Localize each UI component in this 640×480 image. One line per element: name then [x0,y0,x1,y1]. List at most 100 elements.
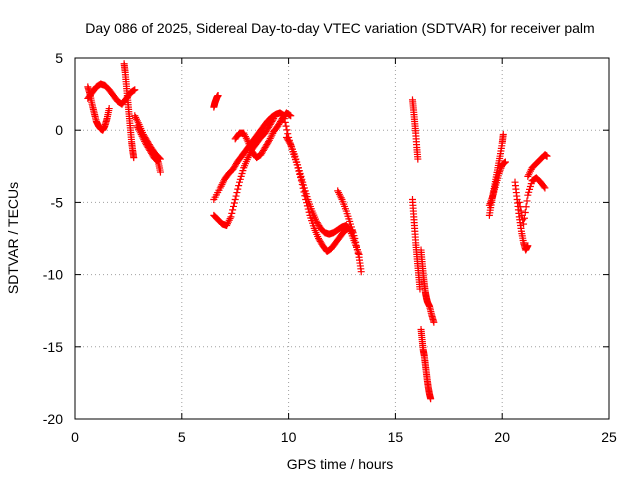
plot-frame [74,57,610,420]
x-tick-label: 20 [494,429,510,445]
data-point [501,158,509,166]
data-point [427,395,435,403]
x-tick-label: 0 [71,429,79,445]
data-point [334,187,342,195]
x-tick-label: 15 [388,429,404,445]
data-point [224,220,232,228]
y-tick-label: -5 [51,194,64,210]
data-point [240,129,248,137]
data-point [515,198,523,206]
y-axis-title: SDTVAR / TECUs [5,182,21,294]
series-track-p [417,325,435,403]
data-point [105,105,113,113]
data-point [496,166,504,174]
data-point [241,133,249,141]
data-point [231,196,239,204]
series-track-e [133,122,164,176]
data-point [287,112,295,120]
data-point [156,168,164,176]
data-point [430,318,438,326]
data-point [219,179,227,187]
series-track-i [231,109,295,162]
data-point [227,213,235,221]
data-point [286,139,294,147]
data-point [485,201,493,209]
data-point [495,170,503,178]
data-point [224,218,232,226]
data-point [134,124,142,132]
data-point [140,136,148,144]
data-point [241,131,249,139]
data-point [525,171,533,179]
data-point [488,194,496,202]
data-point [337,194,345,202]
data-point [214,92,222,100]
data-point [141,137,149,145]
data-point [153,156,161,164]
data-point [499,131,507,139]
y-tick-label: -10 [43,267,63,283]
data-point [217,182,225,190]
data-point [234,185,242,193]
series-track-k [282,133,363,258]
data-point [229,206,237,214]
data-point [136,129,144,137]
data-point [335,190,343,198]
data-point [232,192,240,200]
data-point [353,242,361,250]
y-tick-label: -20 [43,411,63,427]
data-point [336,192,344,200]
data-point [229,202,237,210]
data-point [130,154,138,162]
data-point [414,155,422,163]
data-point [225,216,233,224]
series-track-c [120,60,138,162]
series-track-f [210,92,222,111]
data-point [335,189,343,197]
data-point [517,207,525,215]
data-point [351,235,359,242]
series-track-o [417,246,438,326]
data-point [243,136,251,144]
data-point [135,125,143,133]
data-point [543,152,551,160]
series-track-t [515,174,549,228]
data-point [354,250,362,258]
data-point [487,198,495,206]
data-point [223,222,231,230]
data-point [133,115,141,123]
data-point [267,133,275,141]
data-point [486,200,494,208]
y-tick-label: 0 [55,122,63,138]
series-track-r [485,158,509,209]
x-tick-label: 25 [601,429,617,445]
data-point [520,214,528,222]
data-point [524,242,532,250]
grid [75,58,609,419]
chart-title: Day 086 of 2025, Sidereal Day-to-day VTE… [85,20,594,36]
data-point [524,172,532,180]
data-point [523,197,531,205]
data-point [497,164,505,172]
data-point [283,126,291,134]
data-point [131,112,139,120]
x-axis-title: GPS time / hours [287,456,394,472]
data-point [138,132,146,140]
y-tick-label: 5 [55,50,63,66]
data-point [526,167,534,175]
data-point [265,136,273,144]
data-point [228,209,236,217]
data-point [132,113,140,121]
data-point [139,134,147,142]
series-track-m [408,96,422,163]
data-point [136,127,144,135]
data-point [516,203,524,211]
series-track-j [280,115,357,255]
series-track-u [524,151,551,180]
data-point [245,152,253,160]
data-point [233,189,241,197]
data-point [230,199,238,207]
data-point [526,169,534,177]
data-point [133,122,141,130]
